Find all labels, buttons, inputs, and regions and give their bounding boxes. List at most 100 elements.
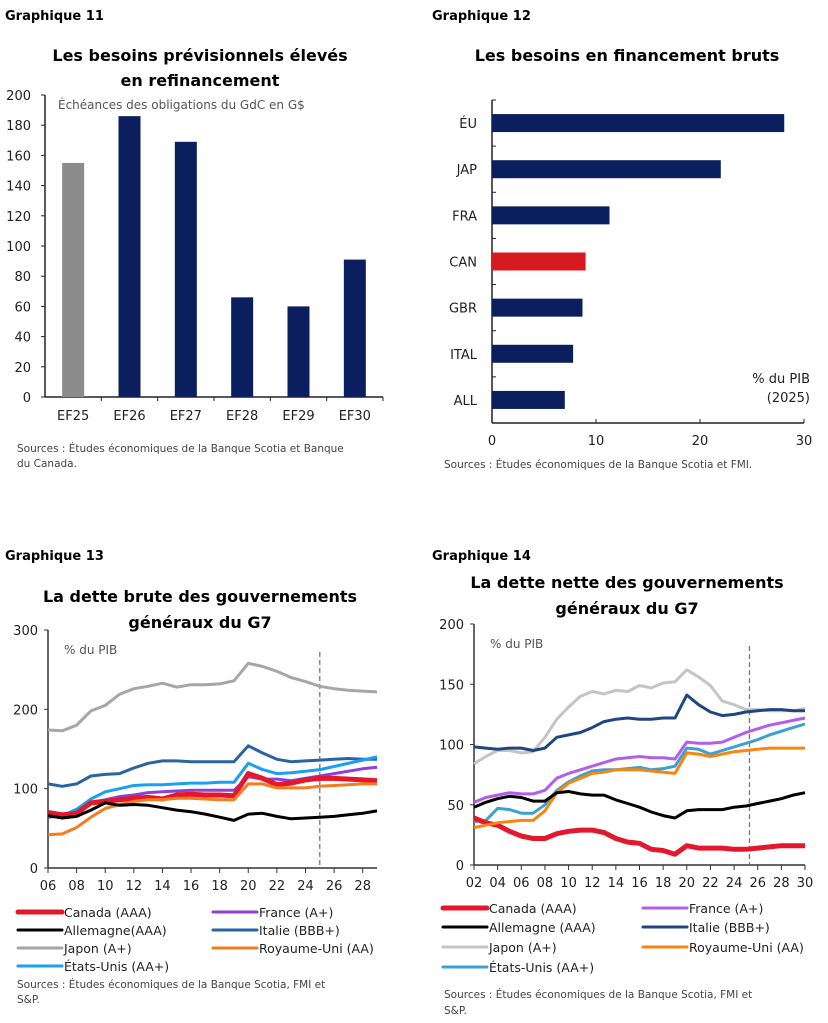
x-tick-label: 14 xyxy=(608,876,625,891)
x-tick-label: 26 xyxy=(749,876,766,891)
chart-label: Graphique 11 xyxy=(5,9,104,24)
bar-gbr xyxy=(492,298,583,317)
unit-note: % du PIB xyxy=(752,372,810,387)
legend-label: Allemagne(AAA) xyxy=(64,923,167,938)
x-tick-label: 16 xyxy=(631,876,648,891)
legend-label: Royaume-Uni (AA) xyxy=(689,940,804,955)
legend-item: États-Unis (AA+) xyxy=(441,960,594,975)
x-tick-label: 22 xyxy=(702,876,719,891)
legend-item: Japon (A+) xyxy=(16,941,132,956)
y-tick-label: 160 xyxy=(6,149,31,164)
chart-title: en refinancement xyxy=(121,71,280,90)
legend-item: France (A+) xyxy=(641,901,763,916)
legend-item: Royaume-Uni (AA) xyxy=(211,941,374,956)
chart-13: Graphique 13 La dette brute des gouvernem… xyxy=(5,549,378,1006)
x-tick-label: 18 xyxy=(211,879,228,894)
category-label: ITAL xyxy=(450,348,478,363)
x-tick-label: 06 xyxy=(40,879,57,894)
x-tick-label: EF30 xyxy=(339,409,371,424)
chart-14: Graphique 14 La dette nette des gouvernem… xyxy=(432,549,813,1017)
x-tick-label: 24 xyxy=(726,876,743,891)
legend-item: France (A+) xyxy=(211,905,333,920)
x-tick-label: 08 xyxy=(68,879,85,894)
legend-label: Japon (A+) xyxy=(488,940,557,955)
legend-label: Canada (AAA) xyxy=(64,905,152,920)
legend-item: Canada (AAA) xyxy=(440,901,577,916)
legend-label: Italie (BBB+) xyxy=(689,920,770,935)
x-tick-label: 16 xyxy=(183,879,200,894)
x-tick-label: 28 xyxy=(354,879,371,894)
sources-note: Sources : Études économiques de la Banqu… xyxy=(444,458,752,471)
chart-11: Graphique 11 Les besoins prévisionnels él… xyxy=(5,9,384,470)
legend-item: États-Unis (AA+) xyxy=(16,959,169,974)
bar-can xyxy=(492,252,586,271)
legend-item: Canada (AAA) xyxy=(15,905,152,920)
legend-label: États-Unis (AA+) xyxy=(64,959,169,974)
category-label: CAN xyxy=(449,256,477,271)
category-label: ALL xyxy=(454,394,478,409)
series-line-japon-a- xyxy=(47,661,378,733)
y-tick-label: 180 xyxy=(6,119,31,134)
sources-note: Sources : Études économiques de la Banqu… xyxy=(444,988,752,1001)
x-tick-label: 06 xyxy=(513,876,530,891)
y-tick-label: 300 xyxy=(13,624,38,639)
chart-title: Les besoins en financement bruts xyxy=(475,46,780,65)
chart-label: Graphique 12 xyxy=(432,9,531,24)
legend-item: Royaume-Uni (AA) xyxy=(641,940,804,955)
x-tick-label: EF27 xyxy=(170,409,202,424)
bar-fra xyxy=(492,206,610,225)
series-line-royaume-uni-aa- xyxy=(473,746,805,830)
chart-title: généraux du G7 xyxy=(128,613,271,632)
x-tick-label: 10 xyxy=(588,434,605,449)
legend-label: Italie (BBB+) xyxy=(259,923,340,938)
y-tick-label: 80 xyxy=(14,270,31,285)
bar-éu xyxy=(492,114,785,133)
unit-note: (2025) xyxy=(767,391,810,406)
y-tick-label: 200 xyxy=(13,703,38,718)
bar-ef30 xyxy=(343,259,366,397)
y-tick-label: 120 xyxy=(6,210,31,225)
legend-item: Allemagne(AAA) xyxy=(16,923,167,938)
series-line-allemagne-aaa- xyxy=(47,801,378,822)
sources-note: du Canada. xyxy=(17,458,77,470)
chart-title: généraux du G7 xyxy=(555,599,698,618)
x-tick-label: 30 xyxy=(796,434,813,449)
bar-ef27 xyxy=(174,141,197,397)
legend-item: Italie (BBB+) xyxy=(641,920,770,935)
x-tick-label: 30 xyxy=(797,876,814,891)
series-line-états-unis-aa- xyxy=(47,755,378,818)
series-line-france-a- xyxy=(473,716,806,804)
x-tick-label: 26 xyxy=(326,879,343,894)
series-line-italie-bbb- xyxy=(473,693,805,752)
chart-title: Les besoins prévisionnels élevés xyxy=(52,46,347,65)
bar-ef28 xyxy=(231,297,254,397)
series-line-royaume-uni-aa- xyxy=(47,782,377,837)
x-tick-label: EF26 xyxy=(113,409,145,424)
x-tick-label: 20 xyxy=(240,879,257,894)
unit-note: Échéances des obligations du GdC en G$ xyxy=(58,97,305,112)
x-tick-label: 22 xyxy=(269,879,286,894)
x-tick-label: EF28 xyxy=(226,409,258,424)
x-tick-label: 24 xyxy=(297,879,314,894)
sources-note: Sources : Études économiques de la Banqu… xyxy=(17,978,325,991)
legend-label: Canada (AAA) xyxy=(489,901,577,916)
sources-note: S&P. xyxy=(444,1005,467,1017)
bar-jap xyxy=(492,160,721,179)
legend-item: Italie (BBB+) xyxy=(211,923,340,938)
chart-title: La dette nette des gouvernements xyxy=(470,573,783,592)
series-line-canada-aaa- xyxy=(47,771,378,818)
y-tick-label: 20 xyxy=(14,361,31,376)
legend-label: Royaume-Uni (AA) xyxy=(259,941,374,956)
series-line-états-unis-aa- xyxy=(473,722,806,824)
series-line-allemagne-aaa- xyxy=(473,790,806,820)
chart-label: Graphique 14 xyxy=(432,549,531,564)
x-tick-label: 08 xyxy=(537,876,554,891)
x-tick-label: 10 xyxy=(560,876,577,891)
y-tick-label: 0 xyxy=(23,391,31,406)
y-tick-label: 0 xyxy=(456,859,464,874)
chart-label: Graphique 13 xyxy=(5,549,104,564)
chart-12: Graphique 12 Les besoins en financement b… xyxy=(432,9,812,471)
legend-item: Allemagne (AAA) xyxy=(441,920,596,935)
legend-label: France (A+) xyxy=(689,901,763,916)
y-tick-label: 200 xyxy=(439,618,464,633)
